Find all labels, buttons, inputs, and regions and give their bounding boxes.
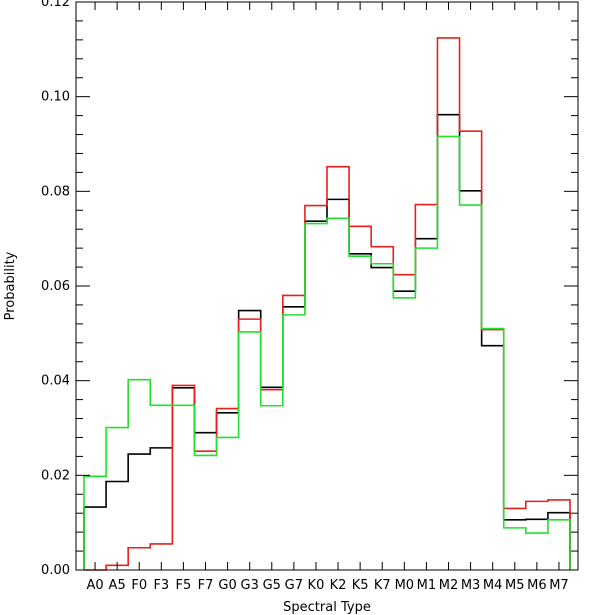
x-tick-label: M1 (417, 578, 437, 593)
x-tick-label: M6 (527, 578, 547, 593)
x-axis-title: Spectral Type (283, 600, 371, 615)
axes-layer: 0.00 0.02 0.04 0.06 0.08 0.10 0.12 A0 A5 F0 F3 F5 F7… (41, 0, 578, 593)
y-tick-label: 0.02 (41, 468, 70, 483)
x-tick-label: F5 (176, 578, 192, 593)
x-tick-label: K7 (374, 578, 391, 593)
x-tick-label: G0 (218, 578, 236, 593)
plot-frame (75, 1, 579, 571)
x-tick-label: M0 (395, 578, 415, 593)
x-tick-label: F0 (131, 578, 147, 593)
y-tick-label: 0.04 (41, 374, 70, 389)
series-0-step-line (83, 113, 571, 570)
x-tick-label: F7 (198, 578, 214, 593)
x-tick-label: G3 (241, 578, 259, 593)
x-tick-label: G5 (263, 578, 281, 593)
y-tick-label: 0.08 (41, 184, 70, 199)
y-tick-label: 0.00 (41, 563, 70, 578)
x-tick-label: K0 (308, 578, 325, 593)
x-tick-label: F3 (153, 578, 169, 593)
y-tick-label: 0.10 (41, 90, 70, 105)
x-tick-label: A5 (109, 578, 126, 593)
y-tick-label: 0.06 (41, 279, 70, 294)
x-tick-label: M3 (461, 578, 481, 593)
x-tick-label: M2 (439, 578, 459, 593)
series-2-step-line (83, 135, 571, 570)
series-layer (83, 37, 571, 571)
y-axis-title: Probability (3, 251, 18, 320)
x-tick-label: M5 (505, 578, 525, 593)
x-tick-label: M7 (549, 578, 569, 593)
x-tick-label: M4 (483, 578, 503, 593)
y-tick-label: 0.12 (41, 0, 70, 10)
x-tick-label: K5 (352, 578, 369, 593)
x-tick-label: K2 (330, 578, 347, 593)
x-tick-label: A0 (86, 578, 103, 593)
series-1-step-line (84, 37, 571, 571)
x-tick-label: G7 (285, 578, 303, 593)
